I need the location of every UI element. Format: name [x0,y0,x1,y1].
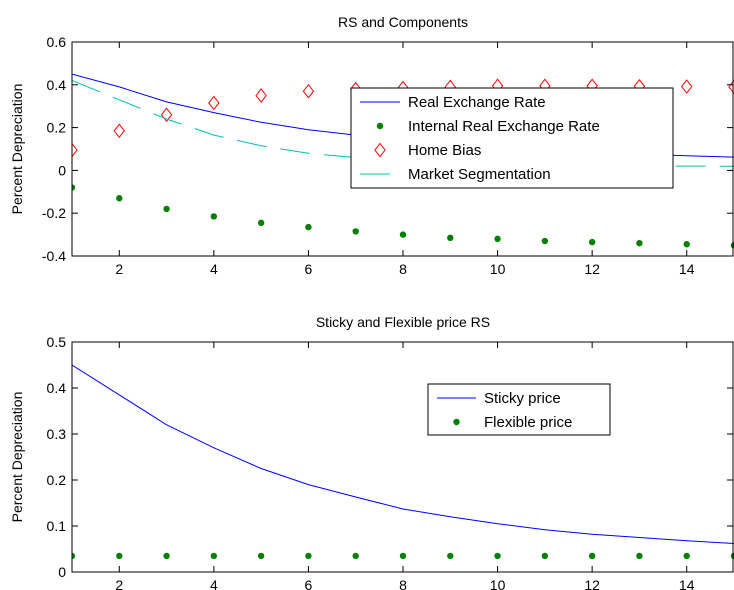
series-internal-real-exchange-rate-point [116,195,123,202]
y-tick-label: -0.2 [42,205,66,221]
x-tick-label: 6 [305,261,313,277]
x-tick-label: 12 [584,577,600,590]
series-internal-real-exchange-rate-point [305,223,312,231]
plot-data-area [72,364,734,560]
legend-market-segmentation-label: Market Segmentation [408,166,551,183]
legend: Real Exchange Rate Internal Real Exchange… [350,87,674,189]
x-tick-label: 14 [679,261,695,277]
series-sticky-price-line [72,364,734,544]
y-tick-label: 0.5 [47,334,67,350]
y-tick-label: 0 [58,564,66,580]
chart-panel-2: Sticky and Flexible price RS Percent Depr… [9,314,734,590]
series-internal-real-exchange-rate-point [494,235,501,243]
legend-flexible-price-swatch [453,418,460,426]
series-flexible-price-point [163,552,170,560]
series-home-bias-point [302,83,315,99]
series-flexible-price-point [210,552,218,560]
series-internal-real-exchange-rate-point [163,205,170,213]
series-internal-real-exchange-rate-point [588,238,596,246]
series-flexible-price-point [683,552,690,560]
series-flexible-price-point [116,552,123,560]
y-tick-label: 0 [58,162,66,178]
legend-internal-real-exchange-rate-swatch [376,122,384,130]
series-home-bias-point [160,107,173,123]
x-tick-label: 4 [210,577,218,590]
series-home-bias-point [208,95,220,111]
chart-title: RS and Components [338,14,468,30]
legend-internal-real-exchange-rate-label: Internal Real Exchange Rate [408,118,600,135]
series-flexible-price-point [305,552,312,560]
series-internal-real-exchange-rate-point [352,228,359,235]
x-tick-label: 4 [210,261,218,277]
x-tick-label: 8 [399,577,407,590]
y-tick-label: 0.1 [47,518,67,534]
series-flexible-price-point [399,552,407,560]
series-flexible-price-point [72,552,76,560]
y-tick-label: 0.2 [47,120,67,136]
series-home-bias-point [72,142,78,158]
series-flexible-price-point [447,552,454,560]
series-home-bias-point [255,88,267,103]
legend-home-bias-swatch [374,142,386,158]
y-axis-label: Percent Depreciation [9,392,25,523]
series-home-bias-point [681,79,693,94]
y-axis-label: Percent Depreciation [9,84,25,215]
series-home-bias-point [113,123,125,139]
x-tick-label: 8 [399,261,407,277]
legend-real-exchange-rate-label: Real Exchange Rate [408,94,546,111]
y-tick-label: 0.6 [47,34,67,50]
series-flexible-price-point [257,552,265,560]
x-tick-label: 2 [115,261,123,277]
series-flexible-price-point [541,552,549,560]
chart-title: Sticky and Flexible price RS [316,314,490,330]
series-internal-real-exchange-rate-point [257,219,265,227]
x-tick-label: 2 [115,577,123,590]
chart-panel-1: RS and Components Percent Depreciation 2 4 6… [9,14,734,277]
y-tick-label: 0.4 [47,77,67,93]
y-tick-label: 0.4 [47,380,67,396]
series-flexible-price-point [494,552,501,560]
x-tick-label: 14 [679,577,695,590]
series-internal-real-exchange-rate-point [541,237,549,245]
series-internal-real-exchange-rate-point [683,241,690,248]
series-internal-real-exchange-rate-point [72,184,76,191]
y-tick-label: -0.4 [42,248,66,264]
legend-sticky-price-label: Sticky price [484,390,561,407]
y-tick-label: 0.2 [47,472,67,488]
series-flexible-price-point [352,552,359,560]
x-tick-label: 12 [584,261,600,277]
legend-flexible-price-label: Flexible price [484,414,572,431]
legend-box [350,87,674,189]
series-internal-real-exchange-rate-point [210,213,218,220]
x-tick-label: 6 [305,577,313,590]
y-tick-label: 0.3 [47,426,67,442]
series-flexible-price-point [588,552,596,560]
legend: Sticky price Flexible price [427,383,611,436]
x-tick-label: 10 [490,261,506,277]
series-internal-real-exchange-rate-point [399,231,407,238]
x-tick-label: 10 [490,577,506,590]
legend-home-bias-label: Home Bias [408,142,481,159]
series-internal-real-exchange-rate-point [447,234,454,242]
series-flexible-price-point [636,552,643,560]
legend-box [427,383,611,436]
series-internal-real-exchange-rate-point [636,239,643,247]
